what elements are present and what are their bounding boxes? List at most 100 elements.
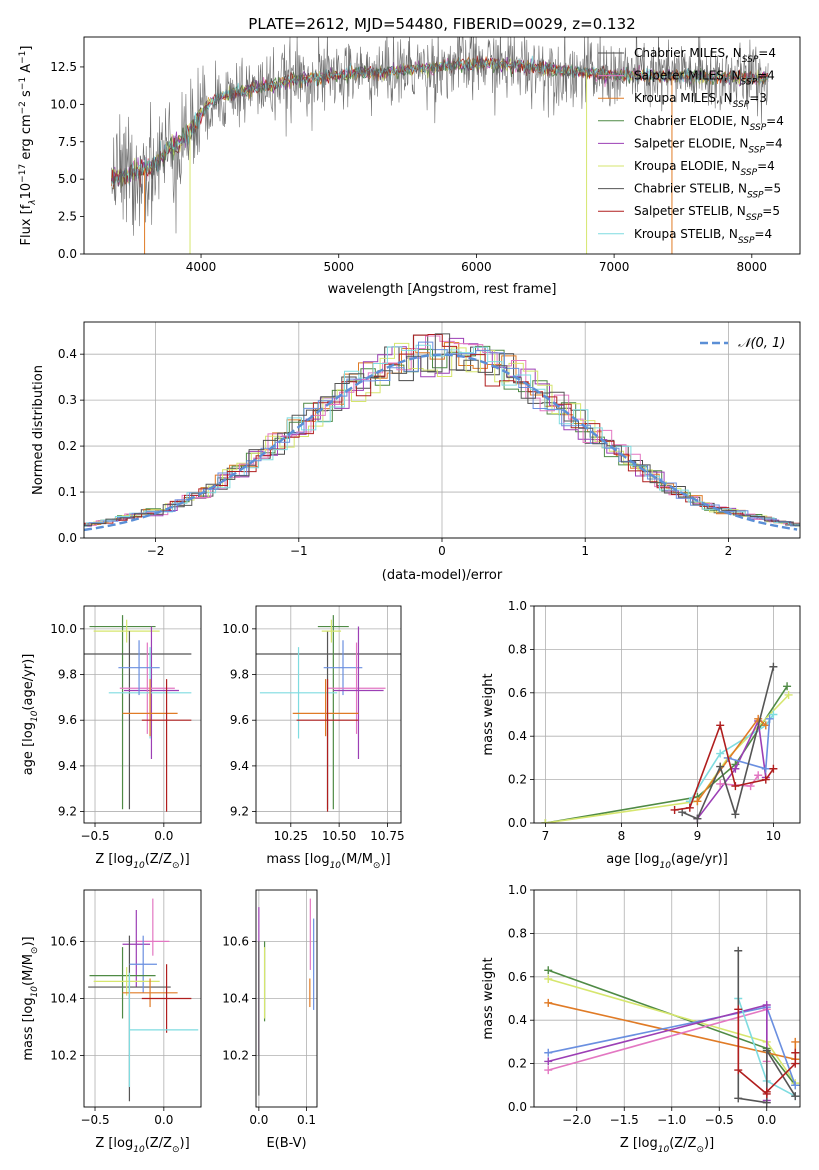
x-tick-label: 8: [618, 829, 626, 843]
weight-marker: [791, 1081, 800, 1090]
y-tick-label: 1.0: [508, 883, 527, 897]
weight-marker: [791, 1037, 800, 1046]
mass-vs-metallicity-panel: −0.5 0.010.210.410.6Z [log10(Z/Z⊙)]mass […: [21, 889, 202, 1155]
axes-frame: [255, 605, 402, 824]
weight-marker: [791, 1048, 800, 1057]
label-part: (Z/Z: [669, 1136, 696, 1151]
x-tick-label: 1: [581, 544, 589, 558]
y-tick-label: 10.4: [50, 992, 77, 1006]
x-tick-label: 0.0: [154, 1113, 173, 1127]
label-part: mass [log: [21, 997, 36, 1060]
label-part: A: [19, 64, 34, 77]
weight-marker: [784, 690, 793, 699]
weight-marker: [544, 1057, 553, 1066]
label-part: ⊙: [172, 861, 180, 871]
mass-weight-vs-metallicity-panel: −2.0 −1.5 −1.0 −0.5 0.0 0.0 0.2 0.4 0.6 0.8 1.0 Z […: [481, 883, 801, 1155]
y-tick-label: 7.5: [58, 135, 77, 149]
legend-sub: SSP: [733, 100, 750, 110]
y-axis-label: mass [log10(M/M⊙)]: [21, 936, 40, 1060]
x-axis-label: Z [log10(Z/Z⊙)]: [620, 1136, 714, 1155]
y-tick-label: 0.1: [58, 485, 77, 499]
legend-text: =4: [757, 69, 775, 83]
x-tick-label: −0.5: [80, 1113, 109, 1127]
weight-marker: [765, 714, 774, 723]
x-tick-label: −0.5: [705, 1113, 734, 1127]
y-axis-label-group: age [log10(age/yr)]: [21, 654, 40, 776]
x-tick-label: 0.0: [757, 1113, 776, 1127]
y-axis-label: mass weight: [481, 957, 496, 1039]
y-tick-label: 0.0: [508, 1100, 527, 1114]
legend-entry: Kroupa STELIB, NSSP=4: [634, 227, 772, 246]
weight-marker: [769, 764, 778, 773]
histograms: [84, 333, 800, 532]
y-tick-label: 9.2: [230, 805, 249, 819]
y-axis-label: Normed distribution: [31, 365, 46, 495]
label-part: (M/M: [341, 852, 373, 867]
spectrum-line: [111, 37, 769, 236]
x-tick-label: 7000: [599, 260, 630, 274]
weight-marker: [791, 1059, 800, 1068]
legend-entry: Chabrier ELODIE, NSSP=4: [634, 114, 784, 133]
axes-frame: [83, 889, 202, 1108]
x-axis-label: E(B-V): [266, 1136, 306, 1151]
legend-text: Chabrier MILES, N: [634, 46, 742, 60]
y-tick-label: 10.2: [222, 1049, 249, 1063]
weight-marker: [544, 966, 553, 975]
label-part: )]: [380, 852, 390, 867]
x-tick-label: 9: [694, 829, 702, 843]
x-tick-label: 0.1: [297, 1113, 316, 1127]
y-tick-label: 0.2: [508, 1057, 527, 1071]
legend-sub: SSP: [747, 191, 764, 201]
y-tick-label: 9.2: [58, 805, 77, 819]
label-part: 10: [133, 861, 145, 871]
weight-marker: [734, 1066, 743, 1075]
legend-entry: Salpeter STELIB, NSSP=5: [634, 204, 780, 223]
weight-marker: [734, 1094, 743, 1103]
legend-entry: Chabrier STELIB, NSSP=5: [634, 182, 781, 201]
x-tick-label: −1.5: [610, 1113, 639, 1127]
weight-marker: [761, 764, 770, 773]
weight-marker: [734, 1005, 743, 1014]
label-part: 10: [30, 710, 40, 722]
legend-sub: SSP: [742, 55, 759, 65]
x-tick-label: 10.25: [274, 829, 308, 843]
weight-marker: [762, 1098, 771, 1107]
y-tick-label: 0.4: [58, 347, 77, 361]
y-axis-label: Flux [fλ10−17 erg cm−2 s−1 A−1]: [18, 46, 38, 246]
weight-marker: [754, 771, 763, 780]
histogram-step: [84, 333, 800, 527]
weight-marker: [762, 1046, 771, 1055]
label-part: )]: [180, 852, 190, 867]
label-part: (M/M: [21, 954, 36, 986]
x-tick-label: 10.50: [322, 829, 356, 843]
x-tick-label: 6000: [461, 260, 492, 274]
y-tick-label: 0.2: [508, 773, 527, 787]
legend-sub: SSP: [750, 123, 767, 133]
label-part: 10: [30, 986, 40, 998]
legend-text: Salpeter STELIB, N: [634, 204, 746, 218]
weight-marker: [544, 998, 553, 1007]
x-tick-label: 10: [766, 829, 781, 843]
y-tick-label: 9.4: [230, 759, 249, 773]
x-tick-label: 5000: [323, 260, 354, 274]
normal-curve: [84, 353, 798, 532]
label-part: age [log: [21, 722, 36, 775]
x-tick-label: −2: [147, 544, 165, 558]
label-part: (Z/Z: [145, 1136, 172, 1151]
legend-entry: Chabrier MILES, NSSP=4: [634, 46, 776, 65]
legend-text: Salpeter MILES, N: [634, 69, 741, 83]
legend-entry: 𝒩(0, 1): [738, 336, 785, 351]
weight-marker: [541, 819, 550, 823]
label-part: ⊙: [30, 947, 40, 955]
weight-marker: [716, 721, 725, 730]
y-tick-label: 0.6: [508, 970, 527, 984]
y-tick-label: 9.8: [230, 668, 249, 682]
x-tick-label: 0.0: [249, 1113, 268, 1127]
axes-frame: [83, 36, 801, 255]
x-tick-label: 7: [542, 829, 550, 843]
y-tick-label: 10.6: [222, 934, 249, 948]
weight-line: [545, 685, 788, 823]
weight-marker: [754, 714, 763, 723]
y-tick-label: 9.8: [58, 668, 77, 682]
legend-entry: Salpeter MILES, NSSP=4: [634, 69, 775, 88]
